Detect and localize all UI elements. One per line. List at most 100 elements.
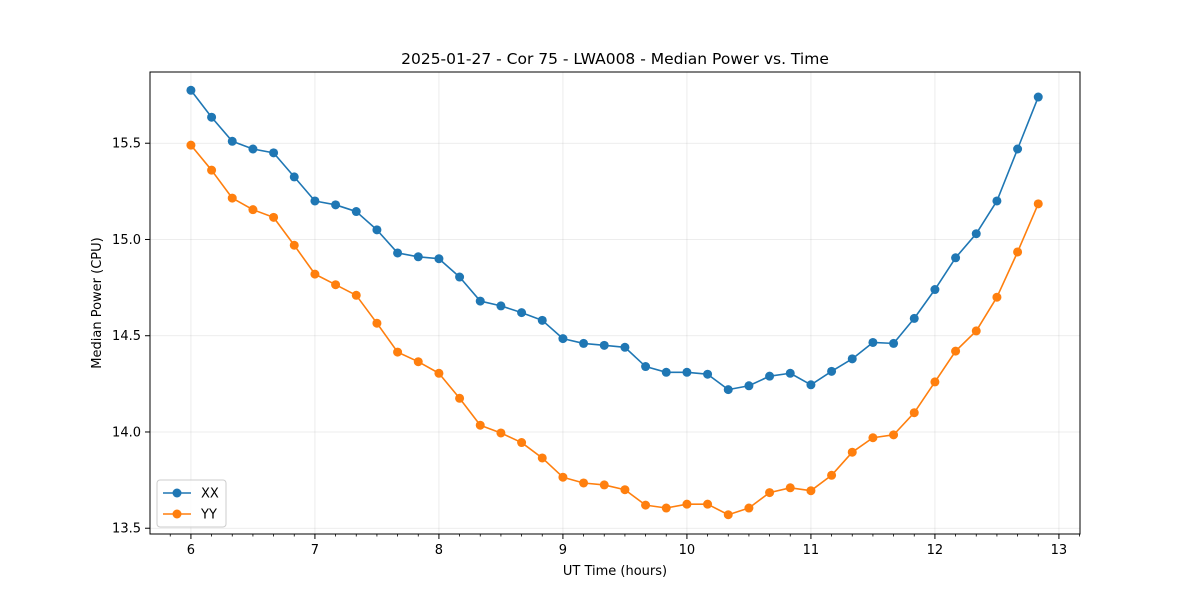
data-point-xx	[455, 272, 465, 282]
data-point-xx	[186, 85, 196, 95]
data-point-xx	[785, 368, 795, 378]
data-point-yy	[310, 269, 320, 279]
data-point-yy	[744, 503, 754, 513]
data-point-xx	[765, 371, 775, 381]
data-point-xx	[661, 367, 671, 377]
x-tick-label: 8	[435, 543, 443, 558]
x-axis-label: UT Time (hours)	[563, 564, 667, 579]
series-yy	[186, 140, 1043, 520]
data-point-yy	[785, 483, 795, 493]
data-point-yy	[951, 346, 961, 356]
data-point-yy	[517, 438, 527, 448]
data-point-yy	[889, 430, 899, 440]
data-point-xx	[806, 380, 816, 390]
data-point-yy	[537, 453, 547, 463]
data-point-yy	[909, 408, 919, 418]
x-tick-label: 12	[927, 543, 944, 558]
data-point-yy	[331, 280, 341, 290]
data-point-xx	[413, 252, 423, 262]
data-point-yy	[599, 480, 609, 490]
data-point-yy	[207, 165, 217, 175]
data-point-xx	[930, 285, 940, 295]
data-point-yy	[496, 428, 506, 438]
data-point-yy	[765, 488, 775, 498]
data-point-xx	[971, 229, 981, 239]
x-tick-label: 13	[1051, 543, 1068, 558]
data-point-xx	[599, 340, 609, 350]
data-point-xx	[909, 313, 919, 323]
data-point-xx	[496, 301, 506, 311]
data-point-yy	[455, 393, 465, 403]
data-point-yy	[289, 240, 299, 250]
data-point-xx	[1013, 144, 1023, 154]
data-point-xx	[475, 296, 485, 306]
data-point-xx	[889, 338, 899, 348]
data-point-xx	[992, 196, 1002, 206]
legend-marker-yy	[172, 509, 182, 519]
x-tick-label: 11	[803, 543, 820, 558]
data-point-yy	[806, 486, 816, 496]
data-point-xx	[517, 308, 527, 318]
data-point-xx	[744, 381, 754, 391]
data-point-yy	[1013, 247, 1023, 257]
data-point-yy	[248, 205, 258, 215]
data-point-yy	[661, 503, 671, 513]
data-point-yy	[847, 447, 857, 457]
y-axis-label: Median Power (CPU)	[90, 237, 105, 368]
data-point-xx	[723, 385, 733, 395]
data-point-yy	[868, 433, 878, 443]
data-point-xx	[351, 207, 361, 217]
data-point-xx	[227, 136, 237, 146]
data-point-xx	[331, 200, 341, 210]
data-point-yy	[641, 500, 651, 510]
x-tick-label: 10	[679, 543, 696, 558]
data-point-xx	[248, 144, 258, 154]
data-point-xx	[641, 362, 651, 372]
data-point-yy	[579, 478, 589, 488]
data-point-xx	[558, 334, 568, 344]
data-point-xx	[393, 248, 403, 258]
grid	[150, 72, 1080, 534]
data-point-yy	[930, 377, 940, 387]
series-xx	[186, 85, 1043, 395]
legend-label-xx: XX	[201, 487, 219, 502]
legend-marker-xx	[172, 488, 182, 498]
y-tick-label: 14.0	[112, 425, 141, 440]
data-point-yy	[269, 212, 279, 222]
data-point-xx	[951, 253, 961, 263]
legend-label-yy: YY	[200, 508, 217, 523]
data-point-xx	[310, 196, 320, 206]
data-point-yy	[372, 318, 382, 328]
data-point-yy	[413, 357, 423, 367]
x-tick-label: 7	[311, 543, 319, 558]
data-point-yy	[558, 472, 568, 482]
axis-ticks: 6 7 8 9 10 11 12 13 13.5 14.0 14.5 15.0 15.5	[112, 137, 1080, 558]
data-point-xx	[868, 337, 878, 347]
data-point-xx	[1033, 92, 1043, 102]
data-point-yy	[186, 140, 196, 150]
data-point-yy	[1033, 199, 1043, 209]
data-point-xx	[682, 367, 692, 377]
data-point-xx	[827, 366, 837, 376]
data-point-yy	[992, 292, 1002, 302]
data-point-xx	[537, 315, 547, 325]
data-point-yy	[971, 326, 981, 336]
data-point-yy	[227, 193, 237, 203]
data-point-yy	[682, 499, 692, 509]
data-point-xx	[434, 254, 444, 264]
data-point-xx	[269, 148, 279, 158]
data-point-yy	[827, 470, 837, 480]
data-point-xx	[207, 112, 217, 122]
data-point-xx	[847, 354, 857, 364]
plot-frame	[149, 71, 1081, 535]
y-tick-label: 15.5	[112, 137, 141, 152]
y-tick-label: 15.0	[112, 233, 141, 248]
chart-title: 2025-01-27 - Cor 75 - LWA008 - Median Po…	[401, 50, 829, 68]
x-tick-label: 9	[559, 543, 567, 558]
data-point-yy	[393, 347, 403, 357]
data-point-xx	[620, 342, 630, 352]
data-point-yy	[475, 420, 485, 430]
y-tick-label: 14.5	[112, 329, 141, 344]
plot-series	[186, 85, 1043, 520]
